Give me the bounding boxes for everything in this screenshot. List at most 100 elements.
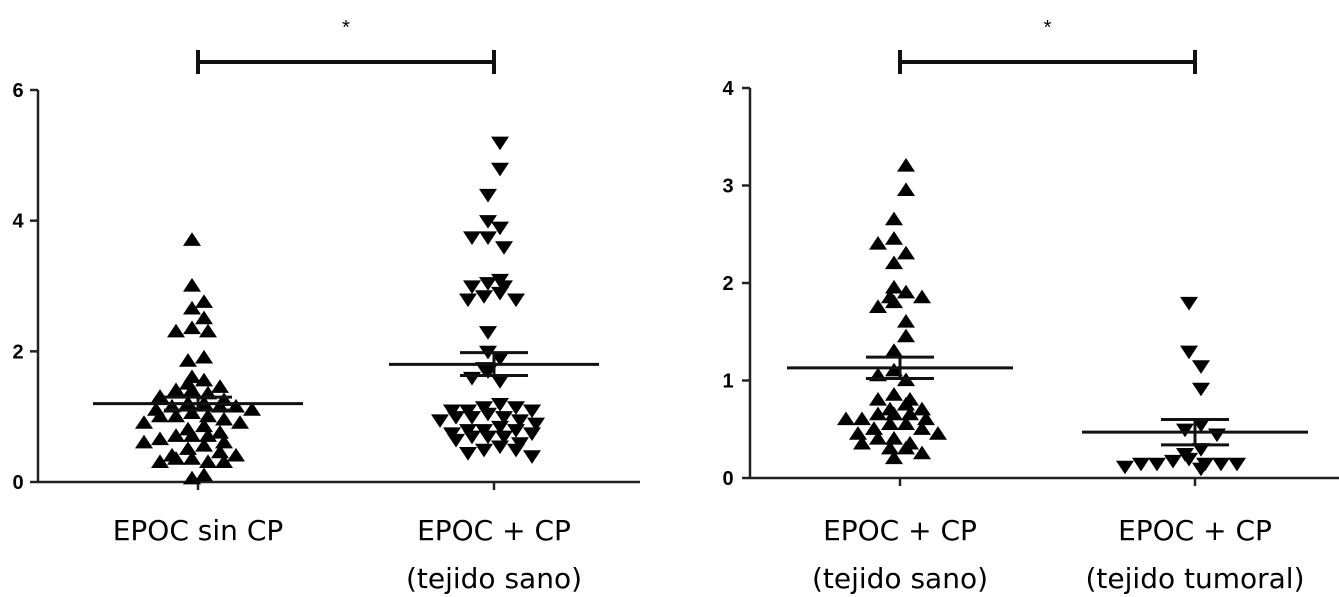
- data-point-triangle-up: [837, 411, 855, 426]
- data-point-triangle-up: [199, 408, 217, 423]
- x-category-label: EPOC + CP: [417, 514, 571, 547]
- data-point-triangle-up: [913, 289, 931, 304]
- data-point-triangle-up: [179, 353, 197, 367]
- data-point-triangle-up: [151, 454, 169, 468]
- data-point-triangle-down: [463, 231, 481, 245]
- data-point-triangle-down: [1164, 454, 1182, 469]
- data-point-triangle-up: [897, 182, 915, 196]
- data-point-triangle-up: [881, 440, 899, 455]
- data-point-triangle-up: [135, 434, 153, 449]
- x-category-label: EPOC sin CP: [113, 514, 284, 547]
- data-point-triangle-down: [511, 414, 529, 428]
- data-point-triangle-up: [913, 421, 931, 435]
- data-point-triangle-up: [195, 418, 213, 433]
- data-point-triangle-down: [479, 231, 497, 245]
- data-point-triangle-up: [853, 435, 871, 450]
- data-point-triangle-up: [885, 231, 903, 245]
- data-point-triangle-down: [459, 447, 477, 461]
- data-point-triangle-up: [885, 255, 903, 270]
- data-point-triangle-up: [897, 158, 915, 172]
- data-point-triangle-down: [495, 241, 513, 255]
- data-point-triangle-down: [431, 414, 449, 428]
- data-point-triangle-up: [227, 447, 245, 462]
- data-point-triangle-down: [1228, 457, 1246, 472]
- data-point-triangle-down: [1180, 345, 1198, 360]
- data-point-triangle-up: [897, 440, 915, 455]
- data-point-triangle-up: [869, 299, 887, 313]
- data-point-triangle-up: [897, 314, 915, 328]
- data-point-triangle-down: [507, 293, 525, 308]
- data-point-triangle-up: [853, 411, 871, 426]
- data-point-triangle-down: [1192, 382, 1210, 397]
- data-point-triangle-down: [1180, 296, 1198, 311]
- x-category-sublabel: (tejido tumoral): [1086, 562, 1305, 595]
- data-point-triangle-down: [507, 401, 525, 415]
- y-tick-label: 6: [12, 80, 23, 102]
- data-point-triangle-down: [507, 443, 525, 458]
- right-chart-panel: 0 1 2 3 4 EPOC + CP (tejido sano) EPOC + CP (tej…: [722, 17, 1339, 595]
- data-point-triangle-down: [491, 221, 509, 236]
- data-point-triangle-up: [897, 245, 915, 260]
- data-point-triangle-up: [211, 444, 229, 459]
- data-point-triangle-up: [199, 323, 217, 338]
- data-point-triangle-up: [885, 294, 903, 309]
- data-point-triangle-up: [885, 431, 903, 445]
- data-point-triangle-down: [447, 411, 465, 425]
- data-point-triangle-up: [151, 389, 169, 403]
- data-point-triangle-up: [231, 415, 249, 429]
- data-point-triangle-up: [869, 406, 887, 421]
- data-point-triangle-up: [167, 382, 185, 397]
- data-point-triangle-down: [479, 215, 497, 229]
- data-point-triangle-up: [195, 467, 213, 482]
- data-point-triangle-up: [849, 426, 867, 440]
- data-point-triangle-down: [491, 375, 509, 389]
- x-category-label: EPOC + CP: [1118, 514, 1272, 547]
- data-point-triangle-down: [491, 136, 509, 151]
- data-point-triangle-up: [167, 408, 185, 423]
- data-point-triangle-down: [1148, 457, 1166, 472]
- data-point-triangle-up: [913, 445, 931, 460]
- data-point-triangle-down: [495, 411, 513, 425]
- data-point-triangle-up: [869, 431, 887, 445]
- data-point-triangle-up: [211, 425, 229, 439]
- data-point-triangle-down: [1192, 360, 1210, 374]
- data-point-triangle-up: [195, 372, 213, 387]
- data-point-triangle-down: [1212, 457, 1230, 472]
- data-point-triangle-up: [897, 396, 915, 411]
- data-point-triangle-up: [929, 426, 947, 440]
- significance-label: *: [1044, 17, 1052, 39]
- data-point-triangle-up: [901, 406, 919, 421]
- data-point-triangle-up: [897, 328, 915, 343]
- data-point-triangle-down: [463, 411, 481, 425]
- y-tick-label: 4: [12, 211, 24, 233]
- data-point-triangle-down: [463, 371, 481, 386]
- left-chart-panel: 0 2 4 6 EPOC sin CP EPOC + CP (tejido sano) *: [12, 17, 640, 595]
- data-point-triangle-up: [215, 411, 233, 426]
- data-point-triangle-down: [479, 430, 497, 445]
- data-point-triangle-up: [183, 470, 201, 485]
- data-point-triangle-up: [865, 421, 883, 435]
- y-tick-label: 0: [12, 472, 23, 494]
- y-tick-label: 2: [12, 341, 23, 363]
- data-point-triangle-up: [885, 406, 903, 421]
- data-point-triangle-down: [475, 290, 493, 304]
- data-point-triangle-up: [885, 387, 903, 401]
- data-point-triangle-up: [183, 320, 201, 335]
- significance-label: *: [342, 17, 350, 39]
- data-point-triangle-down: [1176, 423, 1194, 438]
- data-point-triangle-down: [491, 398, 509, 412]
- data-point-triangle-up: [199, 428, 217, 442]
- data-point-triangle-up: [151, 431, 169, 446]
- y-tick-label: 1: [722, 371, 733, 393]
- y-tick-label: 3: [722, 176, 733, 198]
- data-point-triangle-down: [1192, 443, 1210, 457]
- data-point-triangle-up: [183, 451, 201, 465]
- y-tick-label: 2: [722, 273, 733, 295]
- data-point-triangle-up: [183, 428, 201, 442]
- data-point-triangle-down: [463, 280, 481, 294]
- data-point-triangle-down: [447, 433, 465, 448]
- data-point-triangle-down: [523, 404, 541, 419]
- data-point-triangle-down: [479, 326, 497, 340]
- data-point-triangle-up: [897, 284, 915, 299]
